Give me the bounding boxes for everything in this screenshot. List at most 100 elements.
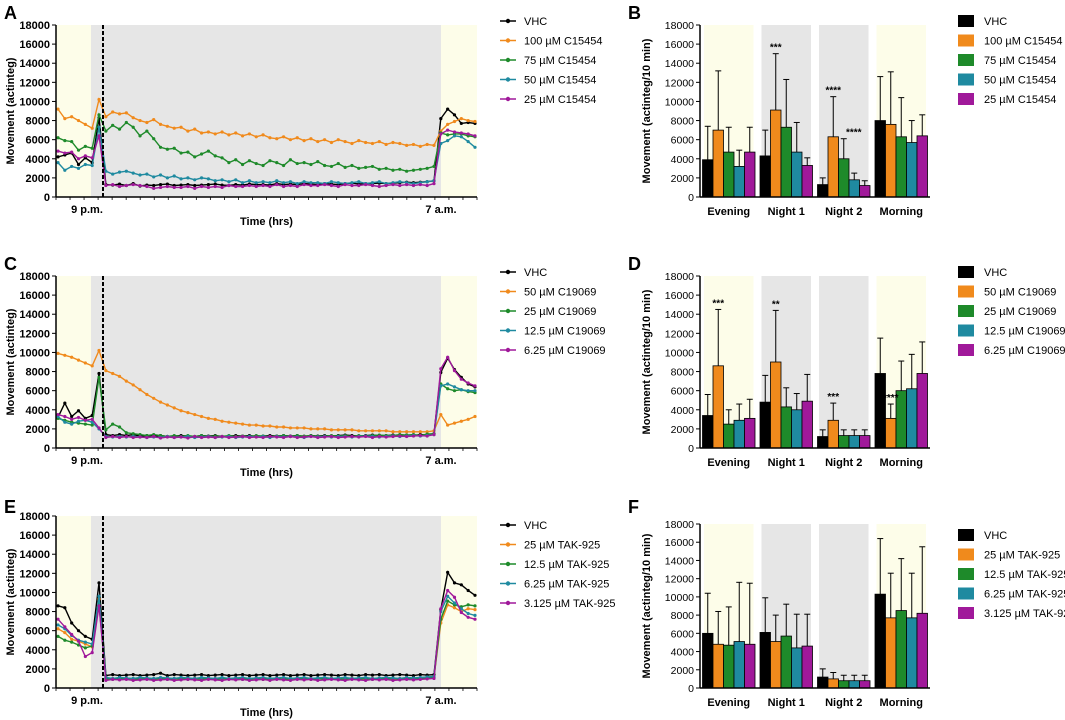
data-point (377, 434, 381, 439)
data-point (131, 116, 135, 120)
data-point (473, 617, 477, 621)
data-point (302, 435, 306, 439)
data-point (254, 423, 258, 427)
data-point (63, 151, 67, 155)
data-point (309, 162, 313, 167)
data-point (56, 623, 60, 627)
data-point (261, 435, 265, 440)
data-point (288, 183, 293, 188)
data-point (97, 125, 101, 129)
data-point (329, 140, 334, 145)
bar (702, 159, 714, 198)
data-point (459, 419, 463, 423)
legend-label: 6.25 µM C19069 (524, 345, 606, 357)
bar (895, 136, 907, 198)
data-point (234, 421, 238, 425)
data-point (145, 172, 149, 176)
legend-label: 50 µM C15454 (984, 75, 1056, 87)
data-point (452, 385, 457, 389)
data-point (377, 167, 381, 171)
data-point (275, 677, 279, 682)
data-point (158, 675, 163, 680)
data-point (466, 588, 470, 593)
y-tick-label: 6000 (671, 135, 695, 147)
legend-marker (505, 328, 511, 333)
y-tick-label: 10000 (665, 347, 694, 359)
data-point (172, 406, 176, 410)
data-point (275, 179, 279, 183)
data-point (275, 182, 279, 187)
data-point (336, 184, 340, 189)
data-point (466, 607, 470, 611)
bar (916, 135, 928, 198)
data-point (446, 382, 450, 386)
data-point (343, 675, 347, 680)
data-point (343, 673, 347, 677)
data-point (152, 186, 156, 190)
data-point (70, 417, 74, 421)
data-point (357, 673, 361, 678)
data-point (56, 155, 60, 159)
data-point (370, 673, 375, 677)
y-axis-title: Movement (actinteg/10 min) (641, 38, 653, 183)
line-chart-e: 0 2000 4000 6000 8000 10000 12000 14000 16000 180… (5, 511, 616, 719)
data-point (432, 182, 436, 186)
data-point (350, 677, 354, 682)
bar (744, 643, 756, 689)
legend-label: 25 µM TAK-925 (984, 550, 1060, 562)
data-point (247, 183, 252, 188)
legend-label: VHC (524, 267, 547, 279)
y-tick-label: 16000 (19, 290, 50, 302)
data-point (138, 433, 142, 437)
data-point (220, 183, 224, 187)
data-point (220, 419, 224, 423)
data-point (357, 429, 361, 433)
x-category-label: Evening (707, 457, 750, 469)
y-tick-label: 18000 (19, 511, 50, 523)
data-point (281, 163, 286, 168)
data-point (158, 182, 163, 187)
panel-label-f: F (628, 497, 639, 517)
data-point (295, 182, 299, 186)
data-point (411, 430, 416, 434)
data-point (329, 673, 334, 677)
data-point (309, 673, 313, 678)
legend-label: 12.5 µM TAK-925 (984, 569, 1065, 581)
data-point (56, 627, 60, 631)
significance-label: ** (772, 299, 780, 310)
data-point (268, 424, 272, 428)
significance-label: *** (712, 298, 724, 309)
data-point (63, 353, 67, 357)
legend-swatch (958, 344, 974, 356)
legend-swatch (958, 266, 974, 278)
y-tick-label: 10000 (19, 587, 50, 599)
data-point (295, 435, 299, 440)
y-axis-title: Movement (actinteg) (5, 548, 17, 655)
data-point (466, 139, 470, 144)
bar (838, 435, 850, 449)
legend-label: 50 µM C15454 (524, 75, 596, 87)
data-point (329, 180, 334, 184)
data-point (446, 122, 450, 126)
data-point (281, 673, 286, 677)
data-point (131, 673, 135, 677)
data-point (350, 673, 354, 677)
data-point (131, 383, 135, 387)
data-point (227, 161, 231, 165)
bar (780, 635, 792, 689)
data-point (261, 183, 265, 188)
data-point (459, 117, 463, 121)
data-point (343, 165, 347, 169)
data-point (391, 678, 395, 682)
data-point (370, 181, 375, 185)
data-point (56, 136, 60, 140)
bar (827, 678, 839, 689)
data-point (97, 348, 101, 353)
data-point (336, 673, 340, 678)
data-point (83, 144, 87, 148)
y-tick-label: 8000 (671, 116, 695, 128)
data-point (281, 135, 286, 139)
data-point (309, 434, 313, 439)
data-point (281, 435, 286, 440)
data-point (240, 422, 245, 426)
